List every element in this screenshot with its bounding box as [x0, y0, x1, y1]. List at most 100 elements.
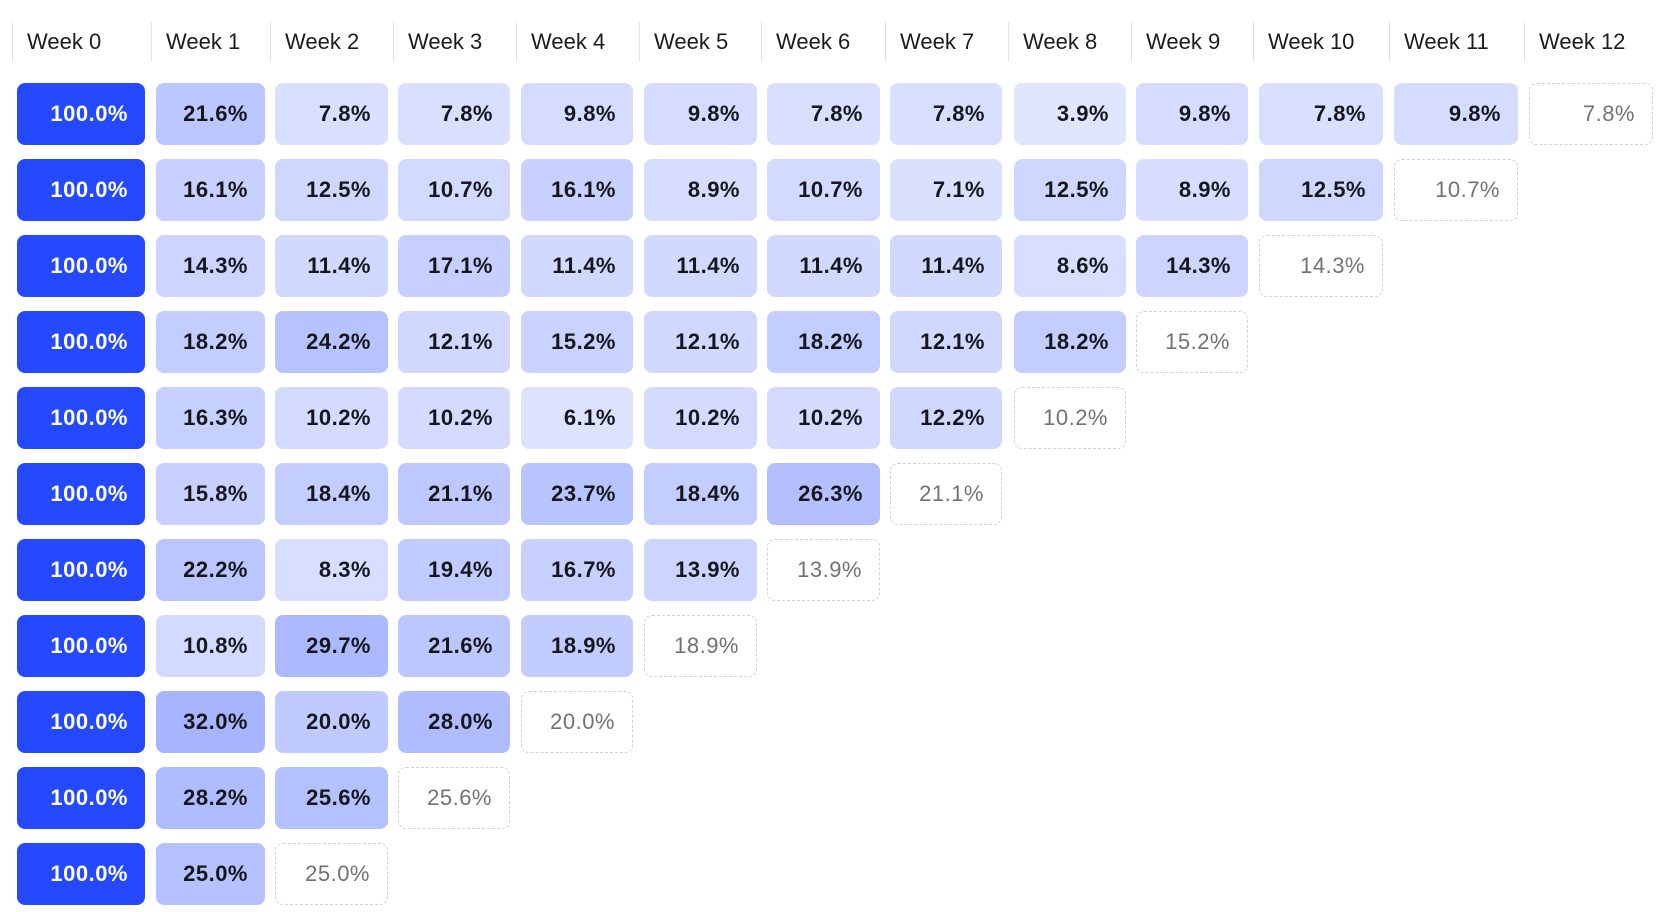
retention-cell-partial: 20.0%	[521, 691, 633, 753]
retention-cell: 16.1%	[156, 159, 265, 221]
column-header-week-7: Week 7	[885, 22, 1008, 62]
cohort-base-cell: 100.0%	[17, 539, 145, 601]
retention-cell: 25.0%	[156, 843, 265, 905]
retention-cell: 8.3%	[275, 539, 388, 601]
retention-cell: 9.8%	[644, 83, 757, 145]
retention-cell: 32.0%	[156, 691, 265, 753]
retention-cell: 14.3%	[1136, 235, 1248, 297]
retention-cell: 10.8%	[156, 615, 265, 677]
retention-cell: 23.7%	[521, 463, 633, 525]
retention-cell: 11.4%	[767, 235, 880, 297]
cohort-base-cell: 100.0%	[17, 311, 145, 373]
cohort-base-cell: 100.0%	[17, 615, 145, 677]
column-header-week-0: Week 0	[12, 22, 151, 62]
retention-cell: 18.2%	[1014, 311, 1126, 373]
retention-cell: 10.2%	[644, 387, 757, 449]
retention-cell: 12.1%	[890, 311, 1002, 373]
column-header-week-4: Week 4	[516, 22, 639, 62]
retention-cell: 7.8%	[890, 83, 1002, 145]
column-header-week-1: Week 1	[151, 22, 270, 62]
cohort-base-cell: 100.0%	[17, 767, 145, 829]
retention-cell: 8.6%	[1014, 235, 1126, 297]
retention-cell: 28.2%	[156, 767, 265, 829]
retention-cell: 18.2%	[156, 311, 265, 373]
column-header-week-3: Week 3	[393, 22, 516, 62]
retention-cell: 12.1%	[644, 311, 757, 373]
retention-cell: 12.1%	[398, 311, 510, 373]
retention-cell: 26.3%	[767, 463, 880, 525]
retention-cell-partial: 10.7%	[1394, 159, 1518, 221]
cohort-base-cell: 100.0%	[17, 463, 145, 525]
retention-cell: 11.4%	[644, 235, 757, 297]
retention-cell: 12.2%	[890, 387, 1002, 449]
retention-cell: 7.8%	[767, 83, 880, 145]
retention-cell: 19.4%	[398, 539, 510, 601]
retention-cell: 22.2%	[156, 539, 265, 601]
column-header-week-5: Week 5	[639, 22, 761, 62]
retention-cell: 12.5%	[1014, 159, 1126, 221]
retention-cell: 8.9%	[644, 159, 757, 221]
retention-cell: 9.8%	[521, 83, 633, 145]
retention-cell: 7.8%	[398, 83, 510, 145]
retention-cell: 3.9%	[1014, 83, 1126, 145]
retention-cell: 7.8%	[1259, 83, 1383, 145]
cohort-base-cell: 100.0%	[17, 159, 145, 221]
retention-cell-partial: 25.0%	[275, 843, 388, 905]
retention-cell: 9.8%	[1136, 83, 1248, 145]
retention-cell: 15.8%	[156, 463, 265, 525]
retention-cell: 20.0%	[275, 691, 388, 753]
retention-cell: 29.7%	[275, 615, 388, 677]
retention-cell: 18.2%	[767, 311, 880, 373]
retention-cell: 9.8%	[1394, 83, 1518, 145]
retention-cell-partial: 15.2%	[1136, 311, 1248, 373]
retention-cell: 28.0%	[398, 691, 510, 753]
retention-cell: 25.6%	[275, 767, 388, 829]
retention-cell: 21.6%	[156, 83, 265, 145]
retention-cell: 12.5%	[1259, 159, 1383, 221]
retention-cell-partial: 18.9%	[644, 615, 757, 677]
retention-cell: 11.4%	[275, 235, 388, 297]
column-header-row: Week 0 Week 1 Week 2 Week 3 Week 4 Week 5 Week…	[0, 0, 1658, 80]
retention-cell: 8.9%	[1136, 159, 1248, 221]
retention-cell: 16.3%	[156, 387, 265, 449]
retention-cell: 18.9%	[521, 615, 633, 677]
column-header-week-9: Week 9	[1131, 22, 1253, 62]
retention-cell: 10.7%	[767, 159, 880, 221]
cohort-base-cell: 100.0%	[17, 843, 145, 905]
retention-cell: 12.5%	[275, 159, 388, 221]
retention-cell-partial: 25.6%	[398, 767, 510, 829]
retention-cell: 10.2%	[398, 387, 510, 449]
retention-cell: 13.9%	[644, 539, 757, 601]
retention-cell-partial: 14.3%	[1259, 235, 1383, 297]
retention-cell: 24.2%	[275, 311, 388, 373]
retention-cell: 7.1%	[890, 159, 1002, 221]
retention-cell: 10.2%	[767, 387, 880, 449]
cohort-base-cell: 100.0%	[17, 83, 145, 145]
cohort-base-cell: 100.0%	[17, 691, 145, 753]
column-header-week-11: Week 11	[1389, 22, 1524, 62]
retention-cell: 11.4%	[890, 235, 1002, 297]
retention-cell-partial: 7.8%	[1529, 83, 1653, 145]
retention-cell: 21.6%	[398, 615, 510, 677]
retention-cell: 11.4%	[521, 235, 633, 297]
retention-cell: 16.7%	[521, 539, 633, 601]
column-header-week-8: Week 8	[1008, 22, 1131, 62]
cohort-base-cell: 100.0%	[17, 235, 145, 297]
retention-cell: 21.1%	[398, 463, 510, 525]
column-header-week-12: Week 12	[1524, 22, 1658, 62]
retention-cell-partial: 10.2%	[1014, 387, 1126, 449]
retention-cell: 15.2%	[521, 311, 633, 373]
retention-cell: 6.1%	[521, 387, 633, 449]
cohort-base-cell: 100.0%	[17, 387, 145, 449]
retention-cell: 7.8%	[275, 83, 388, 145]
retention-cell: 10.2%	[275, 387, 388, 449]
retention-cell-partial: 13.9%	[767, 539, 880, 601]
column-header-week-10: Week 10	[1253, 22, 1389, 62]
retention-cell: 10.7%	[398, 159, 510, 221]
retention-cell: 18.4%	[644, 463, 757, 525]
retention-cell: 18.4%	[275, 463, 388, 525]
column-header-week-2: Week 2	[270, 22, 393, 62]
retention-cell: 17.1%	[398, 235, 510, 297]
retention-cell: 16.1%	[521, 159, 633, 221]
column-header-week-6: Week 6	[761, 22, 885, 62]
